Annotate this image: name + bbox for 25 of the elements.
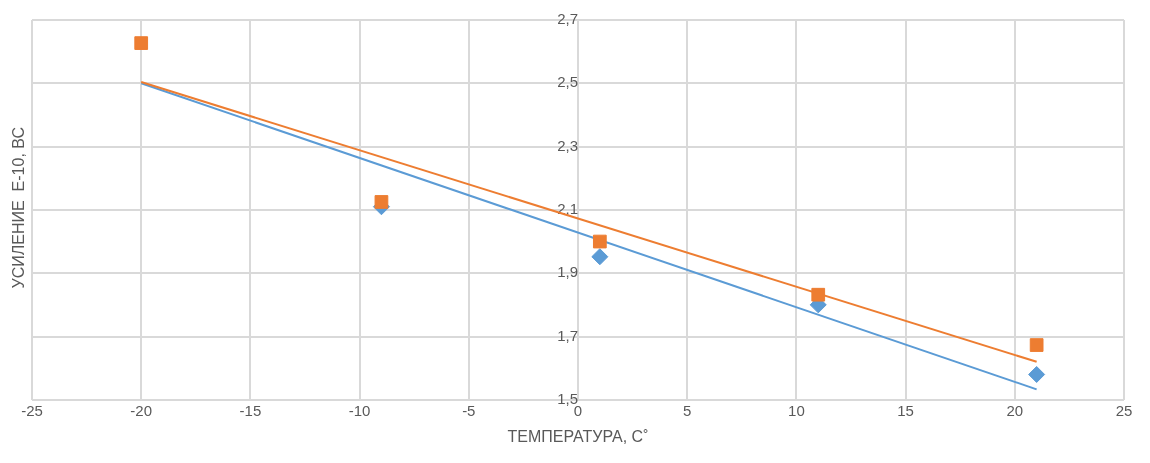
y-tick-label: 1,9 [557, 263, 578, 281]
y-tick-label: 2,7 [557, 10, 578, 28]
x-tick-label: -20 [130, 401, 153, 419]
point [592, 234, 607, 249]
x-tick-label: 25 [1115, 401, 1133, 419]
x-tick-label: 20 [1006, 401, 1024, 419]
point [1028, 365, 1046, 383]
x-tick-label: 15 [897, 401, 914, 419]
x-tick-label: -25 [21, 401, 43, 419]
y-tick-label: 1,5 [557, 389, 578, 407]
point [134, 36, 149, 50]
y-tick-label: 2,3 [557, 136, 578, 154]
x-tick-label: -5 [462, 401, 476, 419]
y-tick-label: 2,5 [557, 73, 578, 91]
y-axis-title: УСИЛЕНИЕ Е-10, ВС [10, 127, 28, 289]
x-tick-label: 5 [683, 401, 692, 419]
point [374, 195, 389, 209]
x-tick-label: -15 [239, 401, 262, 419]
point [1029, 338, 1044, 352]
point [811, 287, 826, 302]
x-axis-title: ТЕМПЕРАТУРА, С˚ [507, 427, 649, 445]
y-tick-label: 1,7 [557, 326, 578, 344]
x-tick-label: -10 [348, 401, 371, 419]
x-tick-label: 10 [788, 401, 805, 419]
point [591, 248, 609, 266]
